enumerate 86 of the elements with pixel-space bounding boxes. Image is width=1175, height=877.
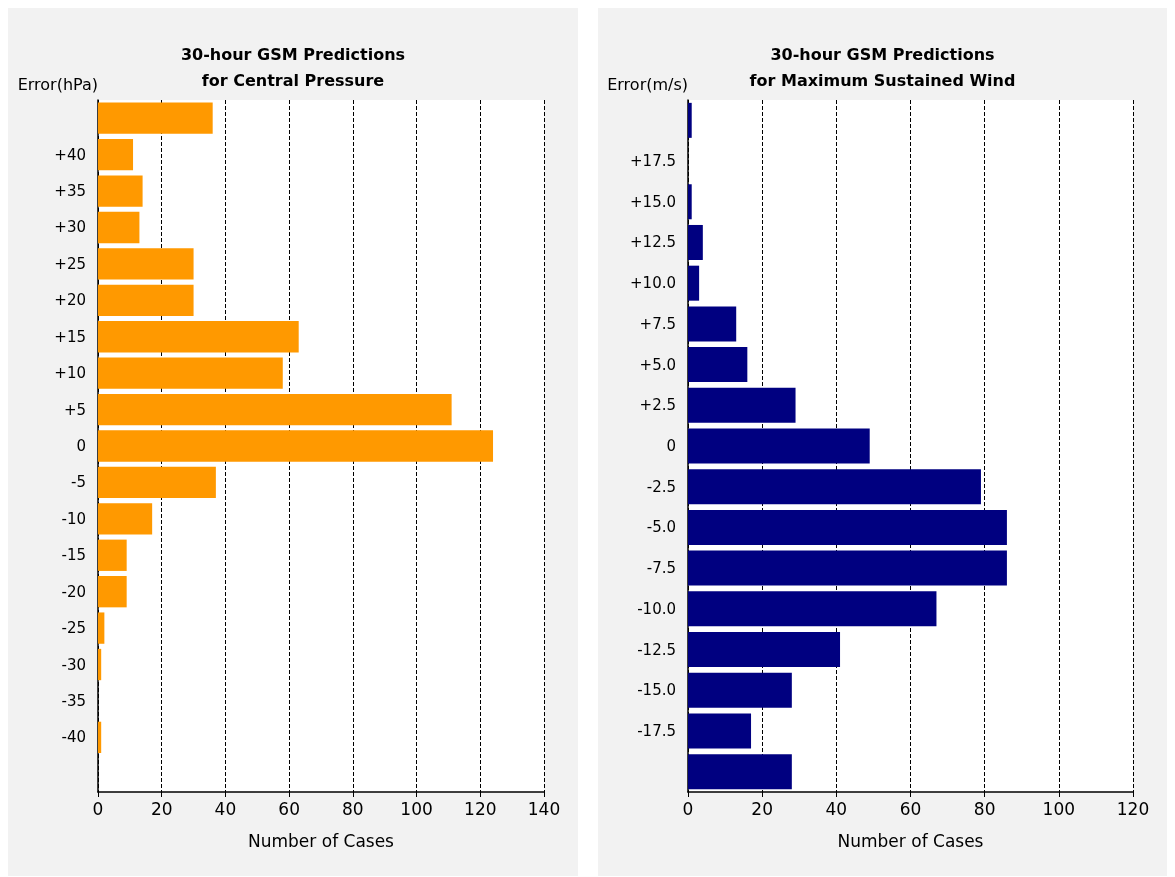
y-tick-label: -7.5 bbox=[646, 559, 676, 578]
bar bbox=[688, 428, 870, 464]
y-axis-title: Error(hPa) bbox=[17, 74, 98, 94]
y-tick-label: +10 bbox=[54, 364, 86, 383]
y-tick-label: 0 bbox=[76, 437, 86, 455]
y-tick-label: -10.0 bbox=[637, 599, 676, 618]
y-tick-label: -2.5 bbox=[646, 477, 676, 496]
bar bbox=[688, 754, 792, 790]
x-tick-label: 60 bbox=[278, 798, 300, 819]
x-axis-title: Number of Cases bbox=[837, 830, 984, 851]
bar bbox=[98, 321, 299, 353]
chart-title: 30-hour GSM Predictions for Central Pressure bbox=[180, 44, 406, 90]
chart-title: 30-hour GSM Predictions for Maximum Sustained Wind bbox=[749, 44, 1016, 90]
bar bbox=[98, 430, 494, 462]
y-tick-label: +10.0 bbox=[630, 274, 676, 293]
y-tick-label: -5.0 bbox=[646, 518, 676, 537]
bar bbox=[688, 550, 1007, 586]
y-tick-label: +15 bbox=[54, 327, 86, 346]
bar bbox=[688, 265, 700, 301]
y-tick-label: +5.0 bbox=[639, 355, 676, 374]
x-tick-label: 140 bbox=[527, 798, 561, 819]
y-tick-label: -20 bbox=[61, 582, 86, 601]
x-tick-label: 0 bbox=[682, 798, 694, 819]
bar bbox=[688, 102, 692, 138]
x-tick-label: 120 bbox=[1116, 798, 1150, 819]
y-tick-label: +7.5 bbox=[639, 314, 676, 333]
x-tick-label: 40 bbox=[214, 798, 237, 819]
y-tick-label: 0 bbox=[666, 437, 676, 455]
y-tick-label: -35 bbox=[61, 691, 86, 710]
x-axis-title: Number of Cases bbox=[248, 830, 395, 851]
y-tick-label: -12.5 bbox=[637, 640, 676, 659]
bar bbox=[688, 387, 796, 423]
bar bbox=[98, 284, 194, 316]
y-tick-label: -5 bbox=[71, 473, 86, 492]
y-tick-label: +30 bbox=[54, 218, 86, 237]
bar bbox=[98, 612, 105, 644]
x-tick-label: 80 bbox=[973, 798, 996, 819]
x-tick-label: 80 bbox=[342, 798, 364, 819]
y-tick-label: +15.0 bbox=[630, 192, 676, 211]
x-tick-label: 100 bbox=[400, 798, 433, 819]
y-tick-label: -15 bbox=[61, 546, 86, 565]
bar bbox=[98, 175, 143, 207]
y-tick-label: -10 bbox=[61, 509, 86, 528]
bar bbox=[688, 672, 792, 708]
bar bbox=[688, 347, 748, 383]
y-axis-title: Error(m/s) bbox=[607, 74, 688, 94]
bar bbox=[98, 721, 102, 754]
y-tick-label: +5 bbox=[63, 400, 86, 419]
bar bbox=[98, 466, 216, 499]
x-tick-label: 100 bbox=[1042, 798, 1076, 819]
y-tick-label: -25 bbox=[61, 619, 86, 638]
y-tick-label: +17.5 bbox=[630, 152, 676, 171]
bar bbox=[98, 393, 452, 426]
y-tick-label: -30 bbox=[61, 655, 86, 674]
bar bbox=[98, 503, 153, 535]
bar bbox=[98, 648, 102, 681]
bar bbox=[98, 539, 127, 571]
y-tick-label: +40 bbox=[54, 145, 86, 164]
bar bbox=[688, 469, 981, 505]
y-tick-label: -15.0 bbox=[637, 681, 676, 700]
bar bbox=[688, 632, 841, 668]
x-tick-label: 0 bbox=[92, 798, 104, 819]
bar bbox=[98, 102, 213, 134]
bar bbox=[98, 357, 283, 389]
x-tick-label: 20 bbox=[751, 798, 773, 819]
bar bbox=[98, 576, 127, 608]
x-tick-label: 60 bbox=[899, 798, 922, 819]
bar bbox=[98, 211, 140, 244]
x-tick-label: 120 bbox=[464, 798, 497, 819]
y-tick-label: +35 bbox=[54, 182, 86, 201]
y-tick-label: -17.5 bbox=[637, 721, 676, 740]
y-tick-label: +12.5 bbox=[630, 233, 676, 252]
bar bbox=[688, 184, 692, 220]
y-tick-label: -40 bbox=[61, 728, 86, 747]
bar bbox=[688, 509, 1007, 545]
bar bbox=[98, 138, 134, 171]
bar bbox=[688, 224, 703, 260]
bar bbox=[688, 713, 752, 749]
y-tick-label: +20 bbox=[54, 291, 86, 310]
x-tick-label: 20 bbox=[150, 798, 173, 819]
x-tick-label: 40 bbox=[825, 798, 848, 819]
bar bbox=[688, 591, 937, 627]
bar bbox=[688, 306, 737, 342]
bar bbox=[98, 248, 194, 280]
y-tick-label: +25 bbox=[54, 254, 86, 273]
y-tick-label: +2.5 bbox=[639, 396, 676, 415]
